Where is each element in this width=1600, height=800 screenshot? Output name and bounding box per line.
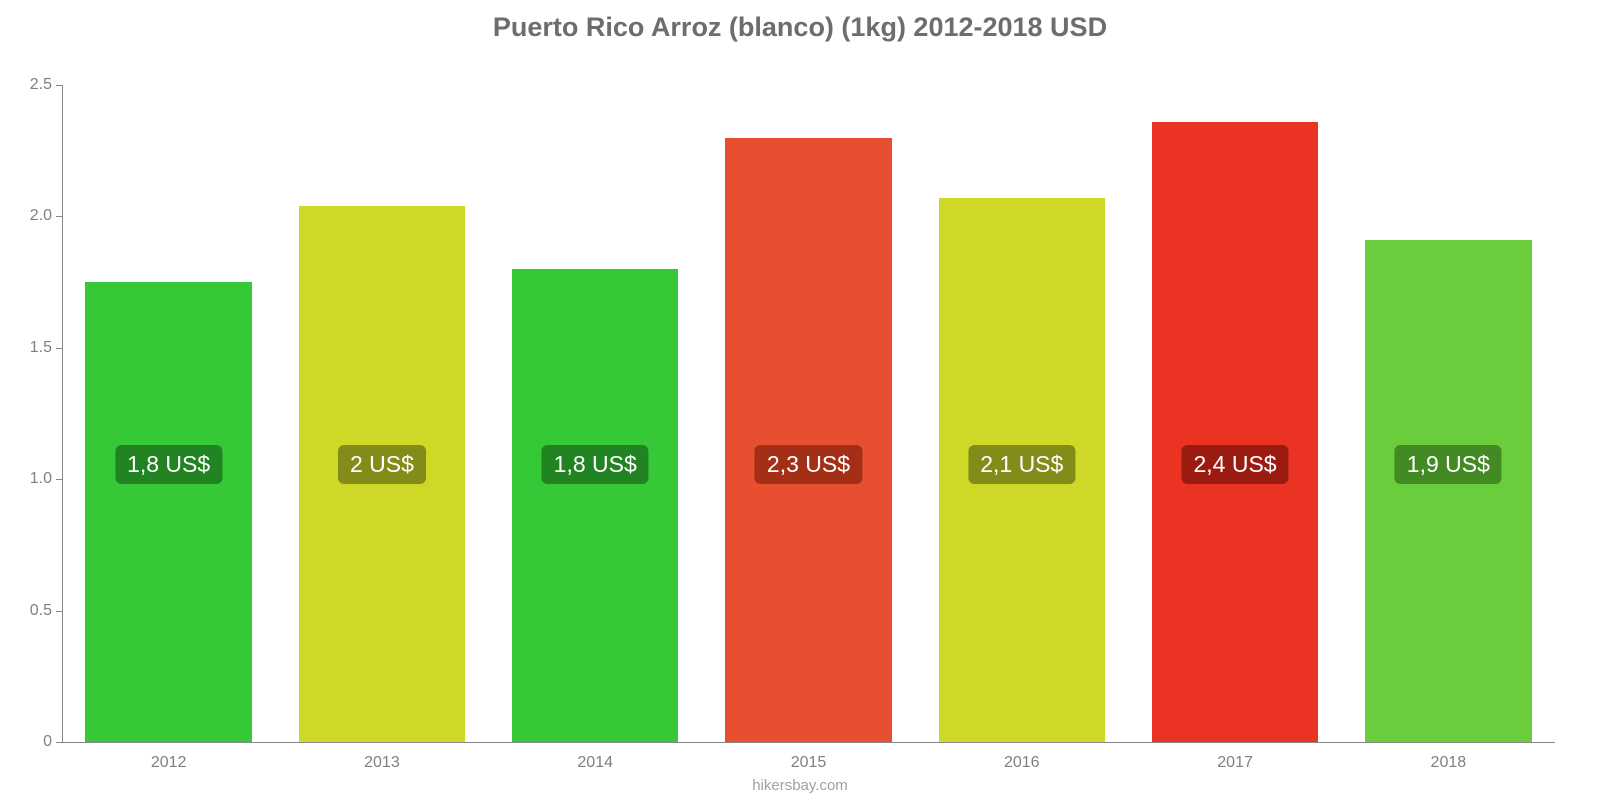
bar: 2,4 US$ [1152, 122, 1318, 742]
bar: 2 US$ [299, 206, 465, 742]
y-tick-label: 1.0 [30, 470, 52, 488]
plot-area: 00.51.01.52.02.5 20122013201420152016201… [62, 85, 1555, 742]
y-tick-label: 2.5 [30, 76, 52, 94]
bars-container: 1,8 US$ 2 US$ 1,8 US$ 2,3 US$ 2,1 US$ 2,4 US$… [62, 85, 1555, 742]
y-tick-label: 0 [43, 733, 52, 751]
y-tick-label: 1.5 [30, 339, 52, 357]
bar: 2,3 US$ [725, 138, 891, 742]
bar: 2,1 US$ [939, 198, 1105, 742]
x-tick-label: 2018 [1431, 754, 1467, 772]
bar-value-badge: 2 US$ [336, 443, 428, 486]
y-tick-label: 2.0 [30, 207, 52, 225]
x-axis-line [62, 742, 1555, 743]
bar-value-badge: 2,3 US$ [753, 443, 864, 486]
bar-value-badge: 2,1 US$ [966, 443, 1077, 486]
x-tick-label: 2015 [791, 754, 827, 772]
bar-value-badge: 2,4 US$ [1179, 443, 1290, 486]
y-tick-label: 0.5 [30, 602, 52, 620]
price-chart: Puerto Rico Arroz (blanco) (1kg) 2012-20… [0, 0, 1600, 800]
y-tick-mark [56, 742, 62, 743]
bar-value-badge: 1,8 US$ [540, 443, 651, 486]
bar: 1,8 US$ [512, 269, 678, 742]
attribution-text: hikersbay.com [0, 777, 1600, 794]
bar: 1,8 US$ [85, 282, 251, 742]
bar-value-badge: 1,9 US$ [1393, 443, 1504, 486]
x-tick-label: 2014 [577, 754, 613, 772]
bar-value-badge: 1,8 US$ [113, 443, 224, 486]
x-tick-label: 2013 [364, 754, 400, 772]
x-tick-label: 2012 [151, 754, 187, 772]
x-tick-label: 2016 [1004, 754, 1040, 772]
x-tick-label: 2017 [1217, 754, 1253, 772]
chart-title: Puerto Rico Arroz (blanco) (1kg) 2012-20… [0, 0, 1600, 43]
bar: 1,9 US$ [1365, 240, 1531, 742]
